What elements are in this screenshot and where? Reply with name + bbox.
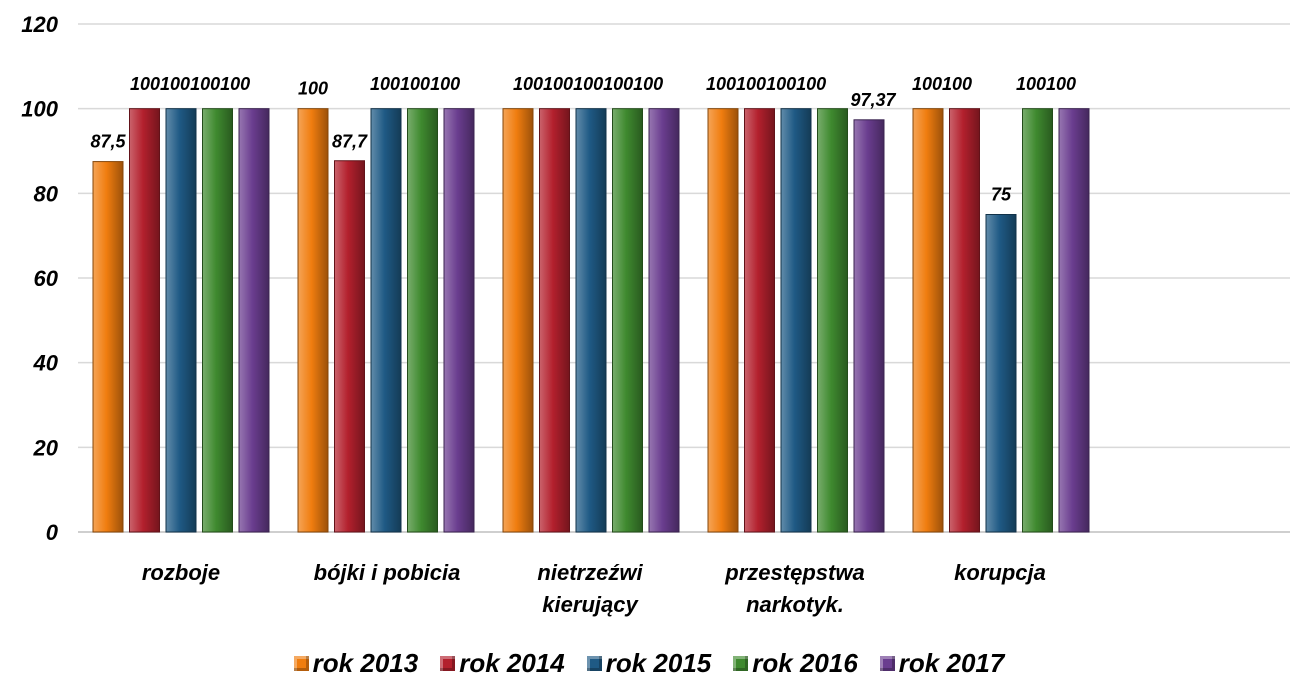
data-label: 87,7	[332, 132, 368, 152]
legend-swatch	[586, 655, 602, 671]
bar	[202, 108, 233, 533]
bar	[985, 214, 1017, 533]
legend-label: rok 2016	[752, 647, 858, 678]
bar	[92, 161, 124, 533]
data-label: 100100100100	[706, 74, 826, 94]
legend-swatch	[879, 655, 895, 671]
y-tick-label: 80	[34, 181, 59, 206]
data-label: 100100100100100	[513, 74, 663, 94]
bar	[648, 108, 680, 533]
bar	[707, 108, 739, 533]
legend-label: rok 2014	[459, 647, 565, 678]
gridlines	[78, 23, 1290, 533]
bar	[575, 108, 607, 533]
legend: rok 2013 rok 2014 rok 2015 rok 2016 rok 2017	[0, 647, 1298, 679]
bar	[949, 108, 980, 533]
y-tick-label: 20	[33, 435, 59, 460]
legend-label: rok 2013	[312, 647, 419, 678]
y-tick-label: 60	[34, 266, 59, 291]
legend-item: rok 2014	[440, 648, 565, 679]
y-tick-label: 0	[46, 520, 59, 545]
bar	[297, 108, 329, 533]
data-label: 87,5	[90, 132, 126, 152]
category-label: nietrzeźwi	[537, 560, 643, 585]
legend-item: rok 2015	[586, 647, 712, 679]
bar	[539, 108, 570, 533]
bar	[744, 108, 775, 533]
category-label: bójki i pobicia	[314, 560, 461, 585]
bar	[1058, 108, 1090, 533]
legend-label: rok 2015	[605, 647, 712, 678]
bar	[612, 108, 643, 533]
bar	[165, 108, 197, 533]
legend-item: rok 2013	[293, 647, 419, 679]
y-tick-label: 120	[21, 12, 58, 37]
data-label: 100100100	[370, 74, 460, 94]
bar	[407, 108, 438, 533]
category-label: kierujący	[542, 592, 639, 617]
y-tick-label: 100	[21, 97, 58, 122]
legend-item: rok 2016	[733, 648, 858, 679]
data-label: 75	[991, 185, 1012, 205]
legend-swatch	[440, 655, 456, 671]
y-tick-label: 40	[33, 351, 59, 376]
legend-swatch	[733, 655, 749, 671]
data-label: 100100100100	[130, 74, 250, 94]
bar	[443, 108, 475, 533]
data-label: 100100	[912, 74, 972, 94]
bar	[817, 108, 848, 533]
bar	[1022, 108, 1053, 533]
bar	[334, 160, 365, 533]
bar	[780, 108, 812, 533]
bar	[502, 108, 534, 533]
category-label: przestępstwa	[724, 560, 864, 585]
bars	[92, 108, 1090, 533]
bar	[853, 119, 885, 533]
data-label: 100100	[1016, 74, 1076, 94]
axis-labels: 0 20 40 60 80 100 120 rozboje bójki i pobicia nie…	[21, 12, 1046, 617]
legend-item: rok 2017	[879, 647, 1005, 679]
legend-swatch	[293, 655, 309, 671]
category-label: narkotyk.	[746, 592, 844, 617]
bar	[129, 108, 160, 533]
data-label: 100	[298, 79, 328, 99]
legend-label: rok 2017	[898, 647, 1005, 678]
category-label: rozboje	[142, 560, 220, 585]
bar	[912, 108, 944, 533]
category-label: korupcja	[954, 560, 1046, 585]
bar	[370, 108, 402, 533]
bar	[238, 108, 270, 533]
data-label: 97,37	[850, 90, 896, 110]
